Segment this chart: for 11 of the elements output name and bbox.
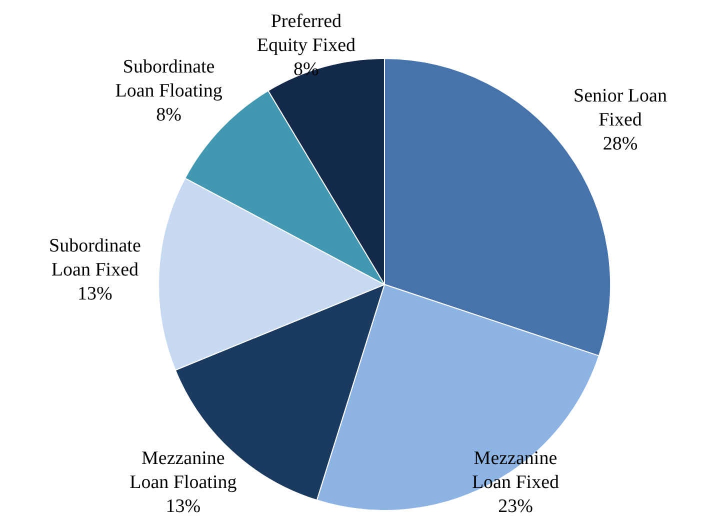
slice-label: Mezzanine Loan Fixed [472,448,560,493]
slice-label: Subordinate Loan Fixed [49,235,141,280]
data-label: 13% [166,496,201,517]
data-label: 13% [78,283,113,304]
slice-label: Subordinate Loan Floating [115,56,223,102]
data-label: 28% [602,134,638,155]
slice-label: Mezzanine Loan Floating [130,448,238,493]
slice-label: Senior Loan Fixed [574,86,668,131]
slice-label: Preferred Equity Fixed [256,10,356,56]
data-label: 23% [498,496,534,517]
data-label: 8% [156,104,182,126]
